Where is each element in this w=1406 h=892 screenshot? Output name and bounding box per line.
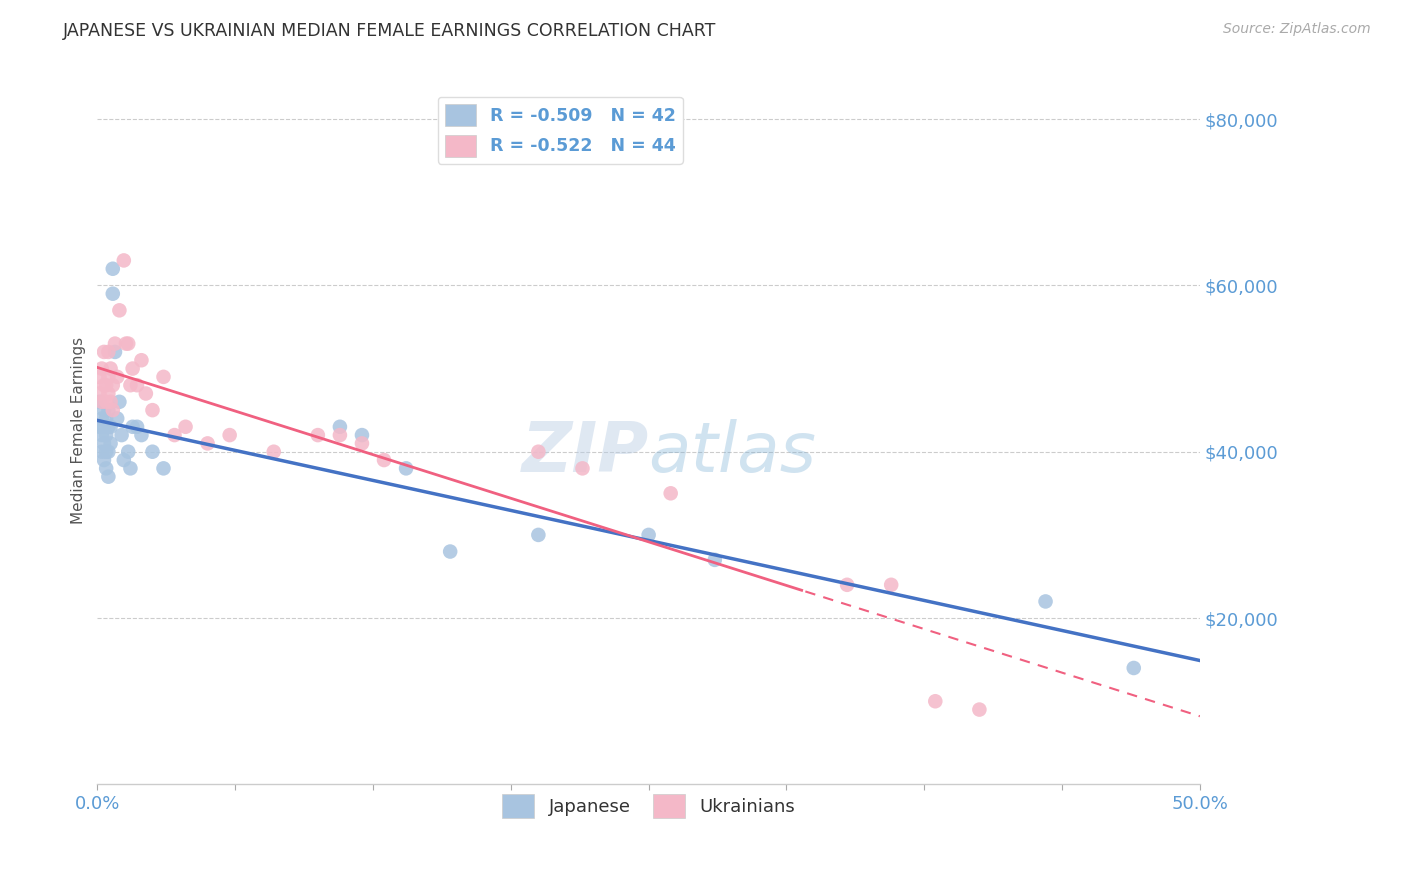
Point xyxy=(89,370,111,384)
Point xyxy=(90,428,112,442)
Point xyxy=(125,378,148,392)
Point xyxy=(96,461,118,475)
Point xyxy=(117,444,139,458)
Point xyxy=(637,528,659,542)
Point xyxy=(163,428,186,442)
Point xyxy=(112,253,135,268)
Point xyxy=(101,403,124,417)
Point xyxy=(101,378,124,392)
Point xyxy=(659,486,682,500)
Point xyxy=(90,361,112,376)
Point xyxy=(152,461,174,475)
Point xyxy=(110,428,132,442)
Point xyxy=(197,436,219,450)
Point xyxy=(152,370,174,384)
Y-axis label: Median Female Earnings: Median Female Earnings xyxy=(72,337,86,524)
Point xyxy=(527,528,550,542)
Point xyxy=(97,403,120,417)
Point xyxy=(97,444,120,458)
Point xyxy=(89,394,111,409)
Point xyxy=(101,261,124,276)
Point xyxy=(93,436,115,450)
Point xyxy=(97,345,120,359)
Point xyxy=(96,444,118,458)
Text: ZIP: ZIP xyxy=(522,418,648,485)
Point xyxy=(93,378,115,392)
Point xyxy=(141,403,163,417)
Point xyxy=(307,428,329,442)
Point xyxy=(89,386,111,401)
Point xyxy=(105,370,128,384)
Point xyxy=(112,453,135,467)
Point xyxy=(141,444,163,458)
Point xyxy=(329,419,352,434)
Point xyxy=(121,419,143,434)
Point xyxy=(100,419,122,434)
Point xyxy=(571,461,593,475)
Point xyxy=(1035,594,1057,608)
Point xyxy=(835,578,858,592)
Point xyxy=(131,428,153,442)
Point xyxy=(703,553,725,567)
Point xyxy=(117,336,139,351)
Point xyxy=(96,428,118,442)
Point xyxy=(93,453,115,467)
Point xyxy=(100,361,122,376)
Point xyxy=(924,694,946,708)
Point xyxy=(105,411,128,425)
Point xyxy=(329,428,352,442)
Legend: Japanese, Ukrainians: Japanese, Ukrainians xyxy=(495,788,803,825)
Point xyxy=(108,303,131,318)
Point xyxy=(174,419,197,434)
Point xyxy=(93,419,115,434)
Point xyxy=(97,370,120,384)
Text: atlas: atlas xyxy=(648,418,817,485)
Point xyxy=(120,461,142,475)
Point xyxy=(89,419,111,434)
Point xyxy=(135,386,157,401)
Point xyxy=(108,394,131,409)
Point xyxy=(93,403,115,417)
Point xyxy=(218,428,240,442)
Point xyxy=(104,336,127,351)
Point xyxy=(1122,661,1144,675)
Point xyxy=(90,394,112,409)
Point xyxy=(93,345,115,359)
Point xyxy=(100,436,122,450)
Point xyxy=(125,419,148,434)
Point xyxy=(97,386,120,401)
Point xyxy=(350,436,373,450)
Point xyxy=(131,353,153,368)
Point xyxy=(527,444,550,458)
Point xyxy=(373,453,395,467)
Point xyxy=(263,444,285,458)
Point xyxy=(969,702,991,716)
Point xyxy=(90,411,112,425)
Point xyxy=(96,411,118,425)
Point xyxy=(97,469,120,483)
Point xyxy=(90,444,112,458)
Point xyxy=(395,461,418,475)
Point xyxy=(104,345,127,359)
Point xyxy=(96,394,118,409)
Point xyxy=(100,394,122,409)
Point xyxy=(121,361,143,376)
Point xyxy=(120,378,142,392)
Point xyxy=(115,336,138,351)
Text: Source: ZipAtlas.com: Source: ZipAtlas.com xyxy=(1223,22,1371,37)
Point xyxy=(350,428,373,442)
Point xyxy=(96,378,118,392)
Point xyxy=(439,544,461,558)
Text: JAPANESE VS UKRAINIAN MEDIAN FEMALE EARNINGS CORRELATION CHART: JAPANESE VS UKRAINIAN MEDIAN FEMALE EARN… xyxy=(63,22,717,40)
Point xyxy=(880,578,903,592)
Point xyxy=(101,286,124,301)
Point xyxy=(97,419,120,434)
